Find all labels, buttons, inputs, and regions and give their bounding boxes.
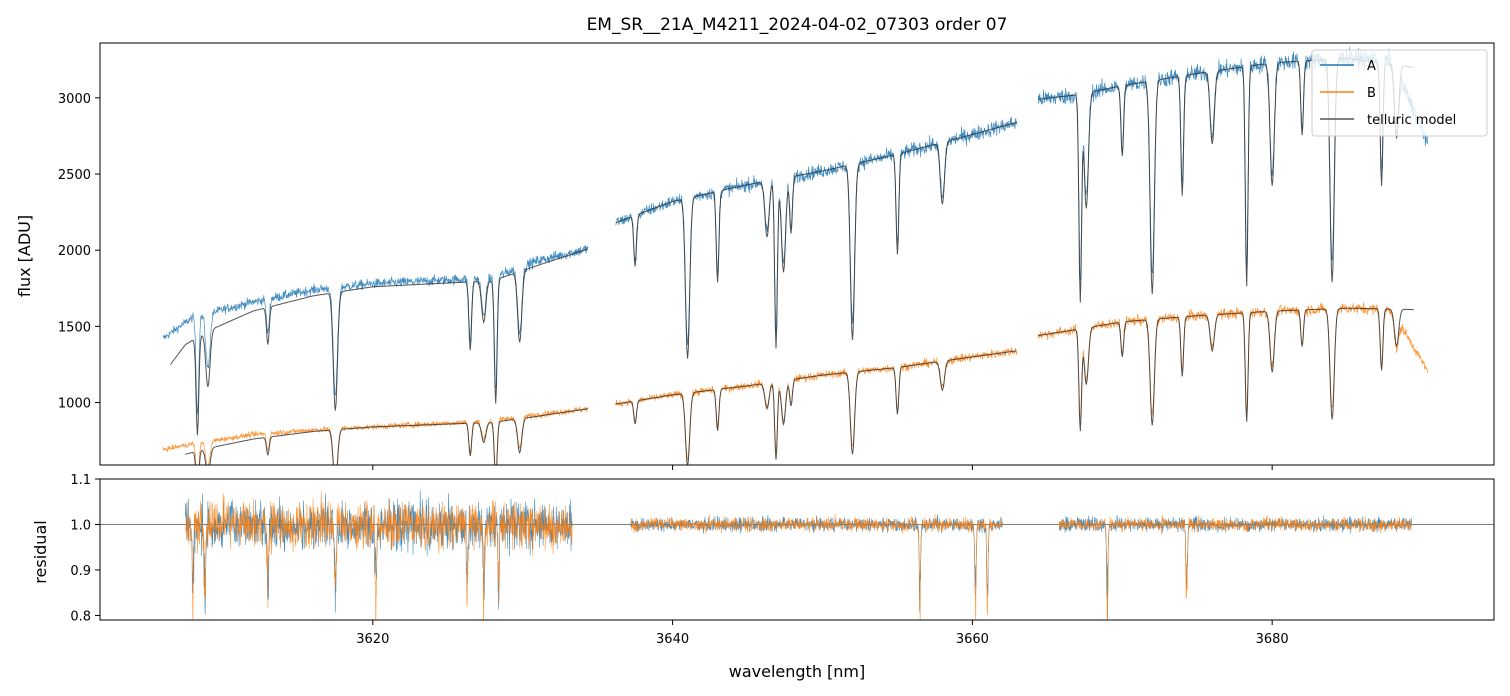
residual-line-b-seg-1: [630, 513, 1003, 620]
flux-y-tick-label: 2000: [58, 244, 91, 259]
flux-y-tick-label: 2500: [58, 168, 91, 183]
flux-y-ticks: 1000 1500 2000 2500 3000: [58, 92, 100, 412]
residual-x-tick-label: 3680: [1256, 632, 1289, 647]
legend-label-telluric: telluric model: [1367, 113, 1456, 128]
residual-y-tick-label: 1.0: [70, 518, 91, 533]
flux-line-telluric-model-b-seg-2: [1038, 307, 1414, 432]
residual-x-tick-label: 3660: [956, 632, 989, 647]
flux-panel-frame: [99, 42, 1495, 466]
residual-line-b-seg-0: [185, 491, 573, 620]
residual-line-a-seg-1: [630, 514, 1003, 612]
flux-line-a-seg-0: [162, 245, 589, 415]
residual-y-axis-label: residual: [31, 520, 50, 583]
residual-y-tick-label: 0.8: [70, 609, 91, 624]
residual-x-ticks: 3620 3640 3660 3680: [356, 620, 1289, 647]
residual-panel: 0.8 0.9 1.0 1.1 3620 3640 3660 3680 residual w…: [31, 473, 1495, 681]
flux-line-a-seg-1: [615, 116, 1018, 346]
residual-series-group: [100, 490, 1494, 620]
residual-line-b-seg-2: [1059, 514, 1412, 620]
flux-y-tick-label: 3000: [58, 92, 91, 107]
flux-y-axis-label: flux [ADU]: [15, 215, 34, 297]
chart-title: EM_SR__21A_M4211_2024-04-02_07303 order …: [587, 15, 1008, 35]
legend-label-b: B: [1367, 86, 1376, 101]
legend-box: [1311, 49, 1488, 137]
flux-series-group: [162, 47, 1429, 465]
flux-y-tick-label: 1000: [58, 397, 91, 412]
residual-y-ticks: 0.8 0.9 1.0 1.1: [70, 473, 100, 624]
flux-line-b-seg-0: [162, 406, 589, 465]
residual-x-tick-label: 3640: [656, 632, 689, 647]
flux-line-telluric-model-a-seg-0: [170, 248, 589, 436]
flux-line-telluric-model-b-seg-1: [615, 350, 1017, 465]
flux-y-tick-label: 1500: [58, 320, 91, 335]
flux-line-b-seg-1: [615, 347, 1018, 461]
legend: A B telluric model: [1311, 49, 1488, 137]
x-axis-label: wavelength [nm]: [729, 662, 866, 681]
flux-panel: 1000 1500 2000 2500 3000 flux [ADU]: [15, 42, 1495, 470]
flux-x-ticks: [372, 465, 1273, 470]
residual-panel-frame: [99, 478, 1495, 621]
flux-line-telluric-model-b-seg-0: [185, 408, 589, 465]
flux-line-b-seg-2: [1037, 302, 1429, 419]
residual-y-tick-label: 1.1: [70, 473, 91, 488]
residual-x-tick-label: 3620: [356, 632, 389, 647]
legend-label-a: A: [1367, 59, 1376, 74]
flux-line-telluric-model-a-seg-1: [615, 121, 1017, 359]
residual-y-tick-label: 0.9: [70, 564, 91, 579]
